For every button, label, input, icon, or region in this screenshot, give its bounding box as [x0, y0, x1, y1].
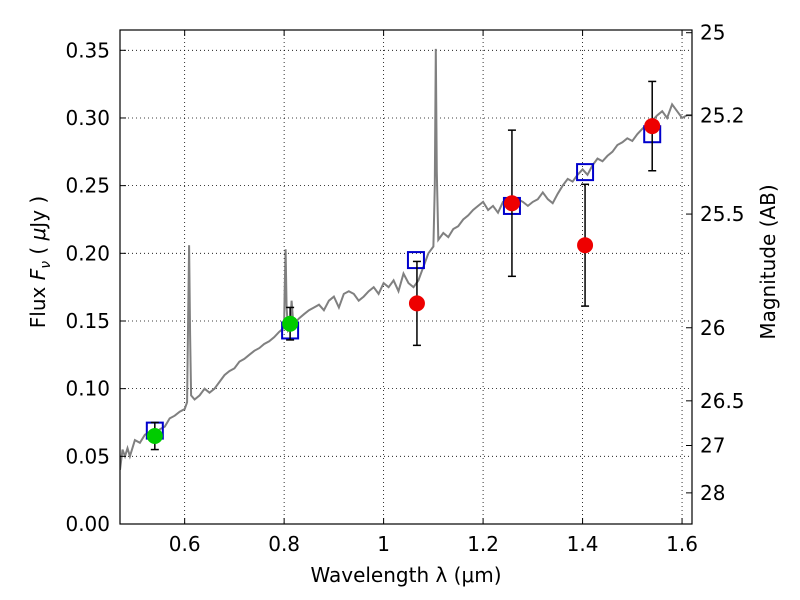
photometry-point [282, 315, 299, 332]
right-tick-label: 26.5 [700, 389, 745, 413]
ticks: 0.6 0.8 1 1.2 1.4 1.6 0.00 0.05 0.10 0.15 0.20 0.25… [65, 21, 744, 556]
model-square-point [406, 251, 425, 270]
right-y-axis-label: Magnitude (AB) [756, 184, 780, 339]
spectrum-line [120, 48, 692, 471]
y-tick-label: 0.35 [65, 38, 110, 62]
y-tick-label: 0.05 [65, 444, 110, 468]
grid [120, 30, 692, 524]
y-tick-label: 0.20 [65, 241, 110, 265]
right-tick-label: 25 [700, 21, 725, 45]
y-tick-label: 0.00 [65, 512, 110, 536]
y-tick-label: 0.15 [65, 309, 110, 333]
x-axis-label: Wavelength λ (μm) [310, 563, 501, 587]
plot-series [120, 48, 692, 471]
y-tick-label: 0.10 [65, 377, 110, 401]
model-square-point [576, 163, 595, 182]
right-tick-label: 28 [700, 481, 725, 505]
right-tick-label: 25.5 [700, 202, 745, 226]
x-tick-label: 0.6 [169, 532, 201, 556]
photometry-point [644, 118, 661, 135]
y-axis-label: Flux Fν ( μJy ) [26, 196, 54, 328]
plot-frame [119, 29, 693, 525]
y-tick-label: 0.25 [65, 174, 110, 198]
photometry-point [146, 428, 163, 445]
photometry-point [577, 237, 594, 254]
x-tick-label: 1 [377, 532, 390, 556]
right-tick-label: 25.2 [700, 103, 745, 127]
x-tick-label: 0.8 [268, 532, 300, 556]
x-tick-label: 1.4 [567, 532, 599, 556]
photometry-point [408, 295, 425, 312]
y-tick-label: 0.30 [65, 106, 110, 130]
x-tick-label: 1.2 [467, 532, 499, 556]
right-tick-label: 26 [700, 316, 725, 340]
photometry-point [503, 195, 520, 212]
right-tick-label: 27 [700, 434, 725, 458]
x-tick-label: 1.6 [666, 532, 698, 556]
